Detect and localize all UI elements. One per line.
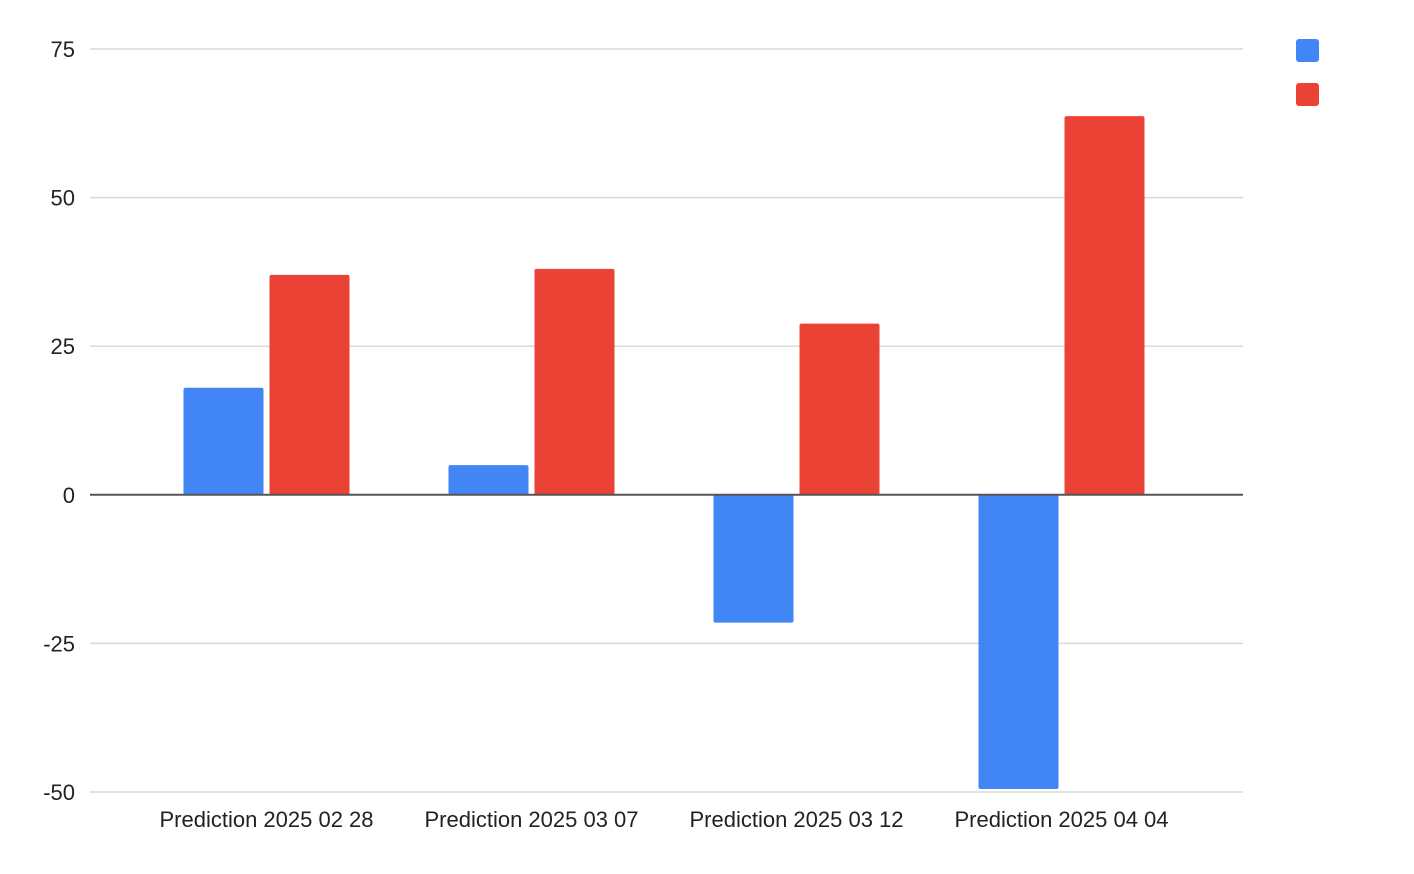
bar-series-1 bbox=[448, 465, 529, 495]
x-tick-label: Prediction 2025 02 28 bbox=[159, 807, 373, 832]
legend-swatch-series-1 bbox=[1296, 39, 1319, 62]
bar-series-2 bbox=[534, 268, 615, 495]
y-tick-label: 0 bbox=[63, 483, 75, 508]
x-tick-label: Prediction 2025 04 04 bbox=[954, 807, 1168, 832]
legend-swatch-series-2 bbox=[1296, 83, 1319, 106]
bar-series-2 bbox=[269, 274, 350, 495]
x-tick-label: Prediction 2025 03 07 bbox=[424, 807, 638, 832]
y-tick-label: -25 bbox=[43, 631, 75, 656]
y-tick-label: 75 bbox=[51, 37, 75, 62]
y-tick-label: 25 bbox=[51, 334, 75, 359]
x-axis: Prediction 2025 02 28 Prediction 2025 03 … bbox=[159, 807, 1168, 832]
bar-series-1 bbox=[183, 387, 264, 495]
bar-series-1 bbox=[713, 494, 794, 623]
y-axis: 75 50 25 0 -25 -50 bbox=[43, 37, 75, 805]
bar-series-1 bbox=[978, 494, 1059, 790]
x-tick-label: Prediction 2025 03 12 bbox=[689, 807, 903, 832]
bar-series-2 bbox=[799, 323, 880, 495]
legend bbox=[1296, 39, 1319, 106]
y-tick-label: -50 bbox=[43, 780, 75, 805]
bars-layer bbox=[183, 116, 1145, 790]
y-tick-label: 50 bbox=[51, 186, 75, 211]
bar-series-2 bbox=[1064, 116, 1145, 495]
